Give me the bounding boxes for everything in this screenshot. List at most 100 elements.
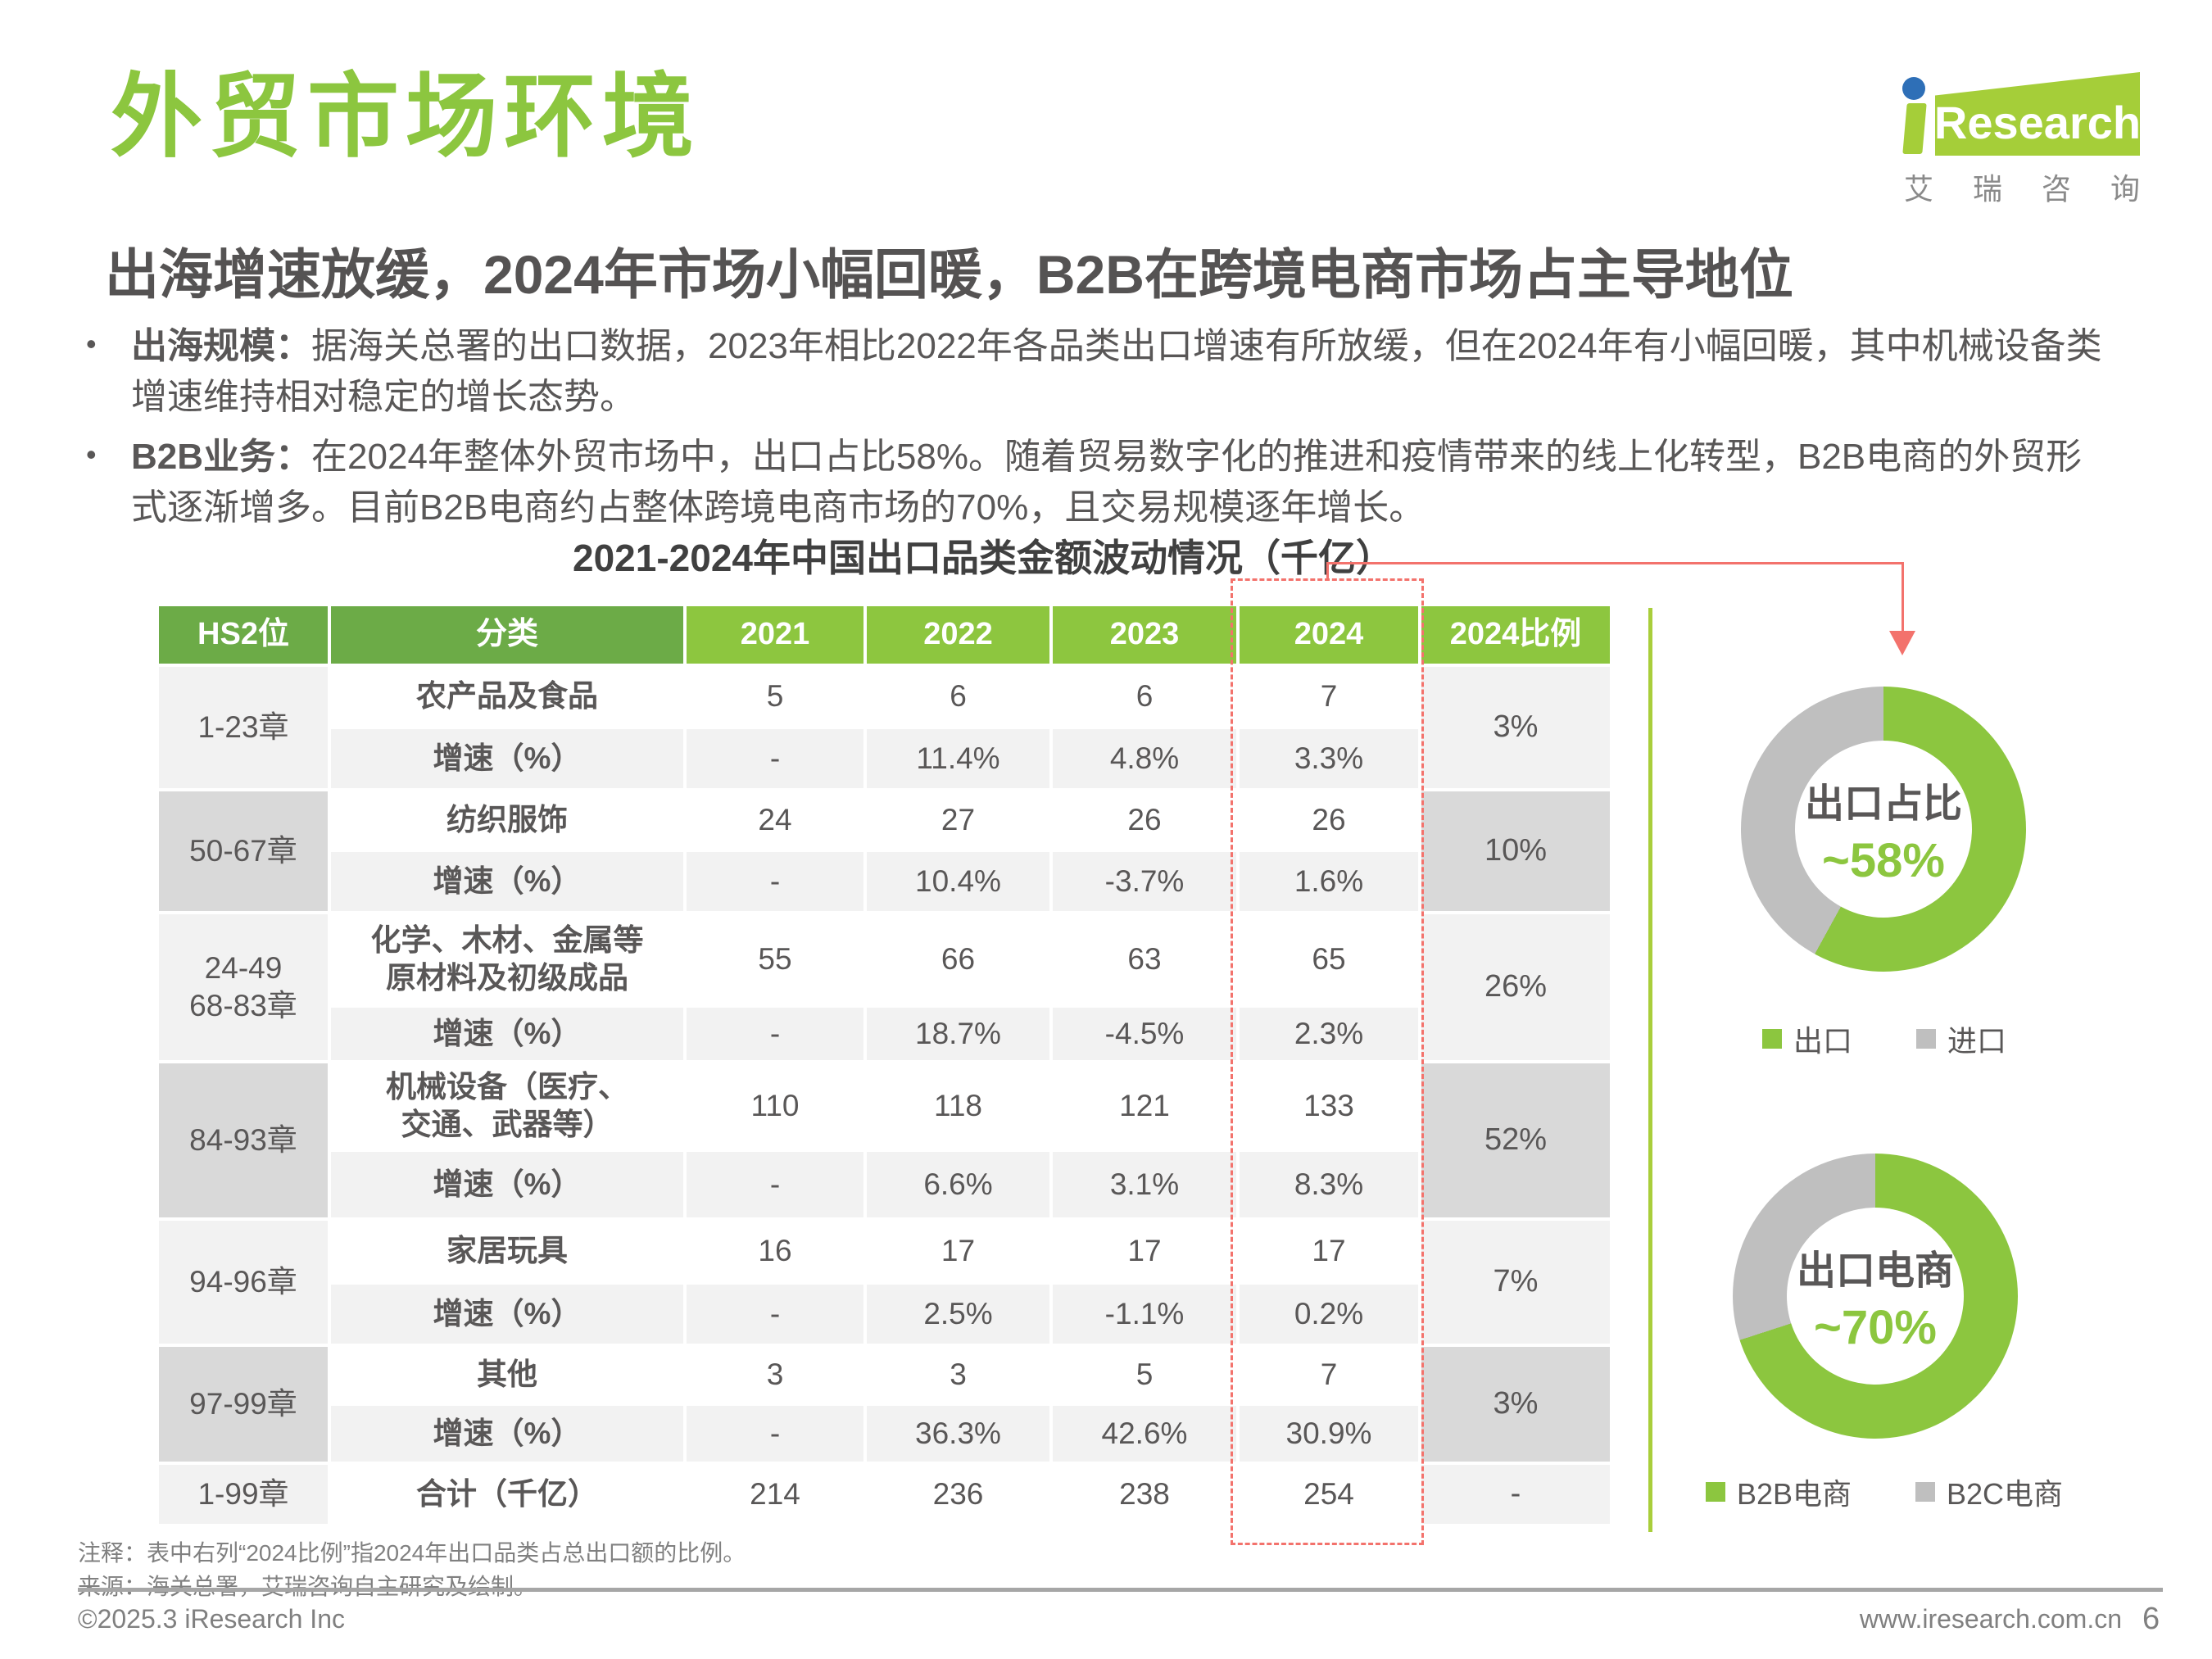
legend-swatch <box>1915 1482 1935 1502</box>
table-cell: 5 <box>1051 1345 1238 1404</box>
table-cell: 增速（%） <box>329 1283 685 1345</box>
table-cell: 110 <box>685 1062 865 1150</box>
table-cell: 254 <box>1238 1463 1420 1525</box>
table-cell: 3% <box>1420 1345 1611 1463</box>
table-cell: 66 <box>865 913 1051 1006</box>
bullet-marker: • <box>86 327 97 360</box>
table-cell: 1-99章 <box>157 1463 329 1525</box>
logo-letter-i <box>1899 66 1935 156</box>
table-cell: 化学、木材、金属等 原材料及初级成品 <box>329 913 685 1006</box>
table-cell: 3 <box>865 1345 1051 1404</box>
table-cell: 7 <box>1238 665 1420 728</box>
page-subtitle: 出海增速放缓，2024年市场小幅回暖，B2B在跨境电商市场占主导地位 <box>105 244 1793 305</box>
logo-row: Research <box>1899 66 2145 156</box>
table-cell: 3% <box>1420 665 1611 790</box>
legend-item: B2C电商 <box>1915 1471 2063 1513</box>
table-cell: 97-99章 <box>157 1345 329 1463</box>
table-cell: 26% <box>1420 913 1611 1062</box>
table-cell: 其他 <box>329 1345 685 1404</box>
arrow-head-icon <box>1889 631 1915 655</box>
table-cell: 8.3% <box>1238 1150 1420 1219</box>
bullet-label: 出海规模： <box>131 326 311 366</box>
table-cell: 农产品及食品 <box>329 665 685 728</box>
table-cell: 10.4% <box>865 850 1051 913</box>
table-cell: 1.6% <box>1238 850 1420 913</box>
table-cell: 84-93章 <box>157 1062 329 1219</box>
table-cell: 增速（%） <box>329 1006 685 1062</box>
legend-label: B2C电商 <box>1947 1477 2064 1511</box>
donut-chart-export-share: 出口占比 ~58% <box>1741 687 2026 972</box>
table-cell: 增速（%） <box>329 1150 685 1219</box>
table-cell: - <box>685 1283 865 1345</box>
table-cell: 94-96章 <box>157 1219 329 1345</box>
table-cell: - <box>685 1006 865 1062</box>
donut-center-label: 出口电商 ~70% <box>1733 1154 2018 1439</box>
donut-chart-export-ecommerce: 出口电商 ~70% <box>1733 1154 2018 1439</box>
logo-cn-text: 艾瑞咨询 <box>1904 172 2180 206</box>
table-header-cell: HS2位 <box>157 605 329 665</box>
legend-swatch <box>1916 1029 1936 1049</box>
donut-center-title: 出口占比 <box>1804 782 1962 826</box>
table-cell: 4.8% <box>1051 728 1238 790</box>
report-table-title: 2021-2024年中国出口品类金额波动情况（千亿） <box>573 537 1394 579</box>
table-cell: -3.7% <box>1051 850 1238 913</box>
table-cell: 纺织服饰 <box>329 790 685 850</box>
table-cell: 5 <box>685 665 865 728</box>
table-cell: 16 <box>685 1219 865 1283</box>
table-cell: 增速（%） <box>329 1404 685 1463</box>
table-cell: 27 <box>865 790 1051 850</box>
table-cell: 30.9% <box>1238 1404 1420 1463</box>
table-cell: 238 <box>1051 1463 1238 1525</box>
table-cell: 26 <box>1051 790 1238 850</box>
table-cell: 24-49 68-83章 <box>157 913 329 1062</box>
legend-item: 进口 <box>1916 1018 2006 1060</box>
bullet-text: 在2024年整体外贸市场中，出口占比58%。随着贸易数字化的推进和疫情带来的线上… <box>131 436 2083 528</box>
table-cell: 17 <box>1238 1219 1420 1283</box>
table-cell: 3.1% <box>1051 1150 1238 1219</box>
table-cell: 2.3% <box>1238 1006 1420 1062</box>
table-header-cell: 2023 <box>1051 605 1238 665</box>
table-cell: 18.7% <box>865 1006 1051 1062</box>
table-cell: 55 <box>685 913 865 1006</box>
legend-export-share: 出口 进口 <box>1708 1018 2060 1060</box>
table-header-cell: 分类 <box>329 605 685 665</box>
table-cell: 机械设备（医疗、 交通、武器等） <box>329 1062 685 1150</box>
donut-center-title: 出口电商 <box>1796 1249 1954 1293</box>
iresearch-logo: Research 艾瑞咨询 <box>1899 66 2145 208</box>
legend-swatch <box>1705 1482 1725 1502</box>
table-cell: 11.4% <box>865 728 1051 790</box>
highlight-dashed-box <box>1231 578 1424 1545</box>
table-cell: 26 <box>1238 790 1420 850</box>
table-cell: 7% <box>1420 1219 1611 1345</box>
highlight-arrow <box>1326 564 1329 580</box>
table-cell: 36.3% <box>865 1404 1051 1463</box>
table-cell: - <box>685 1404 865 1463</box>
table-cell: 3.3% <box>1238 728 1420 790</box>
table-cell: 236 <box>865 1463 1051 1525</box>
logo-i-dot-icon <box>1902 77 1925 100</box>
donut-center-label: 出口占比 ~58% <box>1741 687 2026 972</box>
table-cell: 50-67章 <box>157 790 329 913</box>
legend-item: 出口 <box>1761 1018 1852 1060</box>
table-cell: 7 <box>1238 1345 1420 1404</box>
table-header-cell: 2024 <box>1238 605 1420 665</box>
table-cell: 65 <box>1238 913 1420 1006</box>
section-divider-line <box>1648 608 1652 1532</box>
table-cell: -1.1% <box>1051 1283 1238 1345</box>
note-line: 来源：海关总署，艾瑞咨询自主研究及绘制。 <box>78 1573 537 1599</box>
table-cell: 合计（千亿） <box>329 1463 685 1525</box>
logo-i-stem-icon <box>1902 103 1927 154</box>
footer-page-number: 6 <box>2142 1602 2160 1636</box>
footer-copyright: ©2025.3 iResearch Inc <box>78 1604 345 1634</box>
table-header-cell: 2021 <box>685 605 865 665</box>
table-cell: 0.2% <box>1238 1283 1420 1345</box>
table-cell: - <box>685 850 865 913</box>
legend-label: 出口 <box>1793 1024 1852 1058</box>
table-cell: 6 <box>1051 665 1238 728</box>
table-cell: 121 <box>1051 1062 1238 1150</box>
export-table: HS2位 分类 2021 2022 2023 2024 2024比例 1-23章 农产品及食品 5… <box>157 605 1611 1525</box>
table-cell: 2.5% <box>865 1283 1051 1345</box>
table-cell: 42.6% <box>1051 1404 1238 1463</box>
table-cell: - <box>685 1150 865 1219</box>
